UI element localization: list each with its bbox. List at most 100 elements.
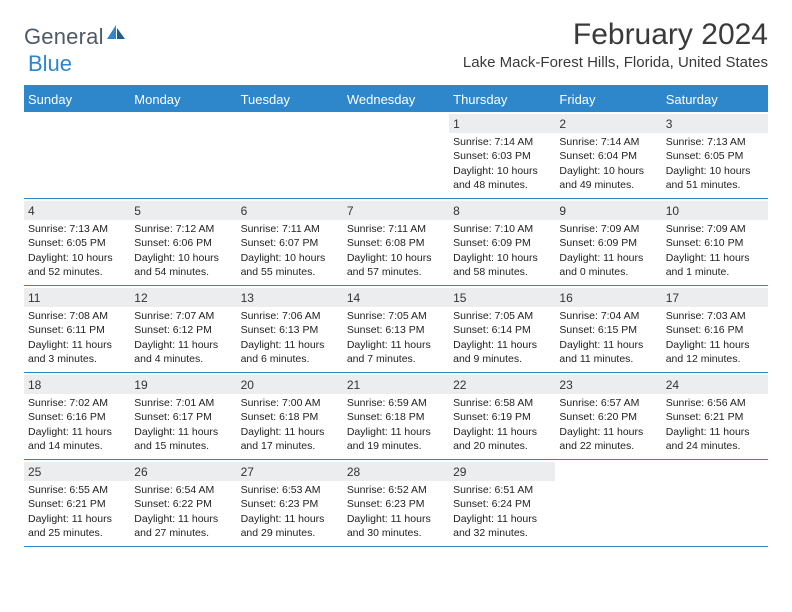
sunrise-line: Sunrise: 7:12 AM — [134, 222, 232, 236]
sunrise-line: Sunrise: 7:04 AM — [559, 309, 657, 323]
sunrise-line: Sunrise: 6:56 AM — [666, 396, 764, 410]
daylight-line: Daylight: 11 hours and 6 minutes. — [241, 338, 339, 366]
day-header-tuesday: Tuesday — [237, 87, 343, 112]
daylight-line: Daylight: 11 hours and 0 minutes. — [559, 251, 657, 279]
day-number: 9 — [555, 201, 661, 220]
day-number: 1 — [449, 114, 555, 133]
sunset-line: Sunset: 6:15 PM — [559, 323, 657, 337]
sunset-line: Sunset: 6:24 PM — [453, 497, 551, 511]
day-cell: 29Sunrise: 6:51 AMSunset: 6:24 PMDayligh… — [449, 460, 555, 546]
sunrise-line: Sunrise: 6:58 AM — [453, 396, 551, 410]
day-number: 29 — [449, 462, 555, 481]
sunset-line: Sunset: 6:22 PM — [134, 497, 232, 511]
sunrise-line: Sunrise: 7:07 AM — [134, 309, 232, 323]
day-number: 8 — [449, 201, 555, 220]
day-number: 20 — [237, 375, 343, 394]
day-number: 28 — [343, 462, 449, 481]
day-number: 5 — [130, 201, 236, 220]
daylight-line: Daylight: 10 hours and 49 minutes. — [559, 164, 657, 192]
logo-text-general: General — [24, 24, 104, 50]
day-header-friday: Friday — [555, 87, 661, 112]
sunrise-line: Sunrise: 6:51 AM — [453, 483, 551, 497]
day-number: 12 — [130, 288, 236, 307]
day-header-sunday: Sunday — [24, 87, 130, 112]
day-cell: 17Sunrise: 7:03 AMSunset: 6:16 PMDayligh… — [662, 286, 768, 372]
day-cell: 18Sunrise: 7:02 AMSunset: 6:16 PMDayligh… — [24, 373, 130, 459]
sunset-line: Sunset: 6:23 PM — [241, 497, 339, 511]
daylight-line: Daylight: 11 hours and 25 minutes. — [28, 512, 126, 540]
day-cell: 28Sunrise: 6:52 AMSunset: 6:23 PMDayligh… — [343, 460, 449, 546]
sunrise-line: Sunrise: 6:55 AM — [28, 483, 126, 497]
day-number: 27 — [237, 462, 343, 481]
empty-cell — [24, 112, 130, 198]
day-number: 24 — [662, 375, 768, 394]
day-cell: 14Sunrise: 7:05 AMSunset: 6:13 PMDayligh… — [343, 286, 449, 372]
day-number: 26 — [130, 462, 236, 481]
day-header-monday: Monday — [130, 87, 236, 112]
sunset-line: Sunset: 6:09 PM — [559, 236, 657, 250]
day-number: 13 — [237, 288, 343, 307]
sunrise-line: Sunrise: 6:53 AM — [241, 483, 339, 497]
day-cell: 8Sunrise: 7:10 AMSunset: 6:09 PMDaylight… — [449, 199, 555, 285]
sunset-line: Sunset: 6:18 PM — [347, 410, 445, 424]
day-number: 16 — [555, 288, 661, 307]
sunrise-line: Sunrise: 6:54 AM — [134, 483, 232, 497]
day-cell: 3Sunrise: 7:13 AMSunset: 6:05 PMDaylight… — [662, 112, 768, 198]
sunset-line: Sunset: 6:05 PM — [666, 149, 764, 163]
calendar-grid: Sunday Monday Tuesday Wednesday Thursday… — [24, 85, 768, 547]
daylight-line: Daylight: 11 hours and 24 minutes. — [666, 425, 764, 453]
logo-text-blue: Blue — [28, 51, 72, 76]
sunrise-line: Sunrise: 7:13 AM — [28, 222, 126, 236]
day-number: 15 — [449, 288, 555, 307]
daylight-line: Daylight: 11 hours and 15 minutes. — [134, 425, 232, 453]
daylight-line: Daylight: 11 hours and 4 minutes. — [134, 338, 232, 366]
day-header-wednesday: Wednesday — [343, 87, 449, 112]
day-number: 3 — [662, 114, 768, 133]
sunrise-line: Sunrise: 7:03 AM — [666, 309, 764, 323]
sunrise-line: Sunrise: 7:06 AM — [241, 309, 339, 323]
sunrise-line: Sunrise: 7:09 AM — [559, 222, 657, 236]
daylight-line: Daylight: 10 hours and 57 minutes. — [347, 251, 445, 279]
sunset-line: Sunset: 6:23 PM — [347, 497, 445, 511]
day-cell: 5Sunrise: 7:12 AMSunset: 6:06 PMDaylight… — [130, 199, 236, 285]
day-number: 14 — [343, 288, 449, 307]
sunset-line: Sunset: 6:21 PM — [666, 410, 764, 424]
daylight-line: Daylight: 10 hours and 54 minutes. — [134, 251, 232, 279]
day-number: 22 — [449, 375, 555, 394]
sunrise-line: Sunrise: 7:14 AM — [453, 135, 551, 149]
day-header-row: Sunday Monday Tuesday Wednesday Thursday… — [24, 87, 768, 112]
sunrise-line: Sunrise: 7:09 AM — [666, 222, 764, 236]
day-header-saturday: Saturday — [662, 87, 768, 112]
sunrise-line: Sunrise: 7:11 AM — [241, 222, 339, 236]
daylight-line: Daylight: 11 hours and 29 minutes. — [241, 512, 339, 540]
sunrise-line: Sunrise: 7:05 AM — [347, 309, 445, 323]
day-cell: 11Sunrise: 7:08 AMSunset: 6:11 PMDayligh… — [24, 286, 130, 372]
day-cell: 15Sunrise: 7:05 AMSunset: 6:14 PMDayligh… — [449, 286, 555, 372]
daylight-line: Daylight: 11 hours and 19 minutes. — [347, 425, 445, 453]
day-cell: 6Sunrise: 7:11 AMSunset: 6:07 PMDaylight… — [237, 199, 343, 285]
sunrise-line: Sunrise: 6:52 AM — [347, 483, 445, 497]
daylight-line: Daylight: 11 hours and 12 minutes. — [666, 338, 764, 366]
sunset-line: Sunset: 6:17 PM — [134, 410, 232, 424]
sunrise-line: Sunrise: 7:01 AM — [134, 396, 232, 410]
week-row: 18Sunrise: 7:02 AMSunset: 6:16 PMDayligh… — [24, 373, 768, 460]
sunrise-line: Sunrise: 7:14 AM — [559, 135, 657, 149]
sunset-line: Sunset: 6:21 PM — [28, 497, 126, 511]
daylight-line: Daylight: 10 hours and 52 minutes. — [28, 251, 126, 279]
sunset-line: Sunset: 6:13 PM — [241, 323, 339, 337]
daylight-line: Daylight: 11 hours and 7 minutes. — [347, 338, 445, 366]
sunset-line: Sunset: 6:03 PM — [453, 149, 551, 163]
day-number: 25 — [24, 462, 130, 481]
day-cell: 13 Sunrise: 7:06 AMSunset: 6:13 PMDayligh… — [237, 286, 343, 372]
daylight-line: Daylight: 11 hours and 11 minutes. — [559, 338, 657, 366]
sunset-line: Sunset: 6:16 PM — [28, 410, 126, 424]
day-cell: 19Sunrise: 7:01 AMSunset: 6:17 PMDayligh… — [130, 373, 236, 459]
sunset-line: Sunset: 6:09 PM — [453, 236, 551, 250]
empty-cell — [662, 460, 768, 546]
week-row: 1Sunrise: 7:14 AMSunset: 6:03 PMDaylight… — [24, 112, 768, 199]
day-cell: 2Sunrise: 7:14 AMSunset: 6:04 PMDaylight… — [555, 112, 661, 198]
daylight-line: Daylight: 11 hours and 9 minutes. — [453, 338, 551, 366]
daylight-line: Daylight: 11 hours and 1 minute. — [666, 251, 764, 279]
day-cell: 26Sunrise: 6:54 AMSunset: 6:22 PMDayligh… — [130, 460, 236, 546]
day-number: 17 — [662, 288, 768, 307]
